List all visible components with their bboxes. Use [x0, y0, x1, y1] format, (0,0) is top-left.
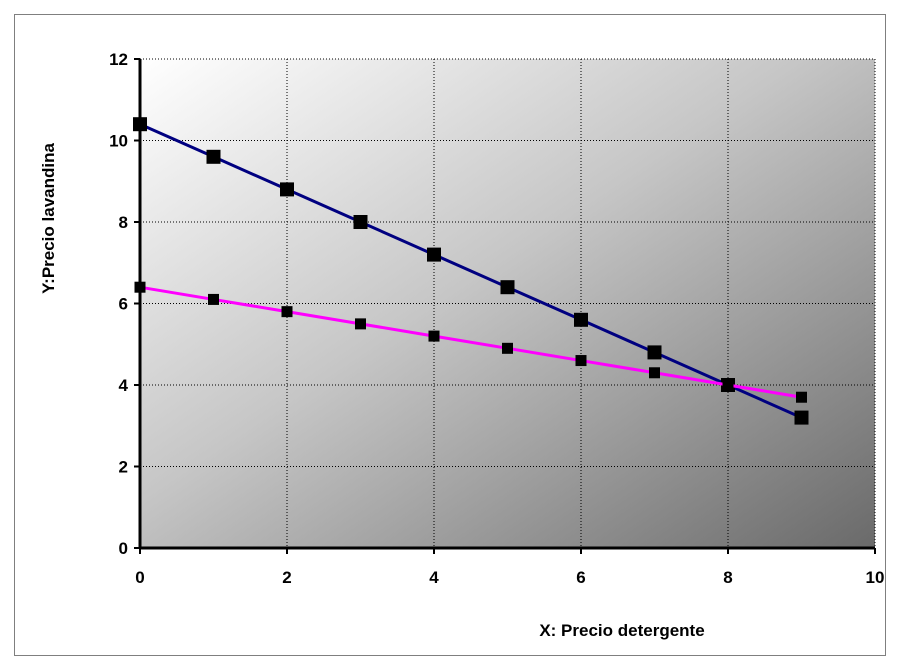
series-layer [133, 117, 809, 425]
series-2-point [134, 281, 146, 293]
gridlines [140, 58, 876, 548]
x-tick-label: 2 [282, 568, 291, 587]
y-tick-label: 8 [119, 213, 128, 232]
series-2-point [722, 379, 734, 391]
series-2-point [281, 306, 293, 318]
x-tick-label: 10 [866, 568, 885, 587]
series-1-point [574, 312, 588, 327]
y-tick-label: 2 [119, 458, 128, 477]
series-1-point [500, 280, 515, 295]
series-1-point [280, 182, 294, 197]
series-1-point [794, 410, 809, 425]
series-1-point [353, 215, 368, 229]
series-1-point [427, 247, 441, 262]
axes [134, 58, 876, 554]
series-2-point [355, 318, 366, 330]
series-1-point [206, 149, 221, 164]
series-2-line [139, 285, 802, 399]
series-1-point [133, 117, 147, 132]
y-tick-label: 4 [119, 376, 129, 395]
x-tick-label: 0 [135, 568, 144, 587]
x-tick-label: 6 [576, 568, 585, 587]
y-tick-label: 12 [109, 50, 128, 69]
series-2-point [796, 391, 807, 403]
series-2-point [502, 342, 513, 354]
tick-labels: 0 2 4 6 8 10 12 0 2 4 6 8 10 [109, 50, 884, 587]
y-tick-label: 10 [109, 132, 128, 151]
series-2-point [428, 330, 440, 342]
series-2-point [649, 367, 660, 379]
series-2-point [208, 293, 219, 305]
series-1-point [647, 345, 662, 360]
y-axis-label: Y:Precio lavandina [39, 143, 58, 294]
x-axis-label: X: Precio detergente [539, 621, 704, 640]
series-1-line [139, 122, 803, 419]
y-tick-label: 6 [119, 295, 128, 314]
x-tick-label: 8 [723, 568, 732, 587]
x-tick-label: 4 [429, 568, 439, 587]
series-2-point [575, 355, 587, 367]
y-tick-label: 0 [119, 539, 128, 558]
